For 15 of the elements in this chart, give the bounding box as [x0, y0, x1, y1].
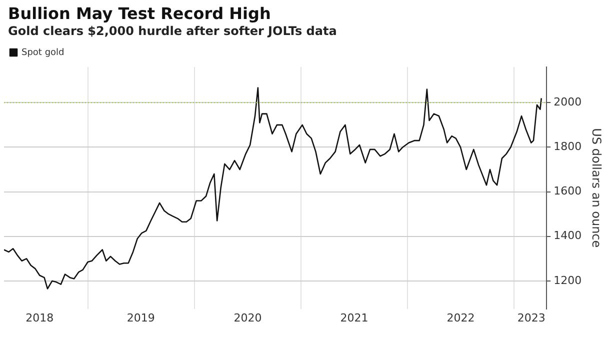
chart-title: Bullion May Test Record High: [7, 3, 272, 23]
x-tick-label: 2018: [26, 311, 54, 324]
x-tick-label: 2023: [517, 311, 546, 324]
x-tick-label: 2022: [446, 311, 475, 324]
x-tick-label: 2021: [340, 311, 368, 324]
y-tick-label: 1200: [554, 274, 582, 287]
chart-subtitle: Gold clears $2,000 hurdle after softer JOLTs data: [7, 23, 338, 38]
x-tick-label: 2020: [234, 311, 262, 324]
y-tick-label: 2000: [554, 96, 582, 109]
legend-label: Spot gold: [22, 48, 64, 58]
x-tick-label: 2019: [126, 311, 155, 324]
y-tick-label: 1400: [554, 229, 582, 242]
y-tick-label: 1800: [554, 140, 582, 154]
y-axis-title: US dollars an ounce: [590, 128, 604, 248]
y-tick-label: 1600: [554, 184, 582, 198]
